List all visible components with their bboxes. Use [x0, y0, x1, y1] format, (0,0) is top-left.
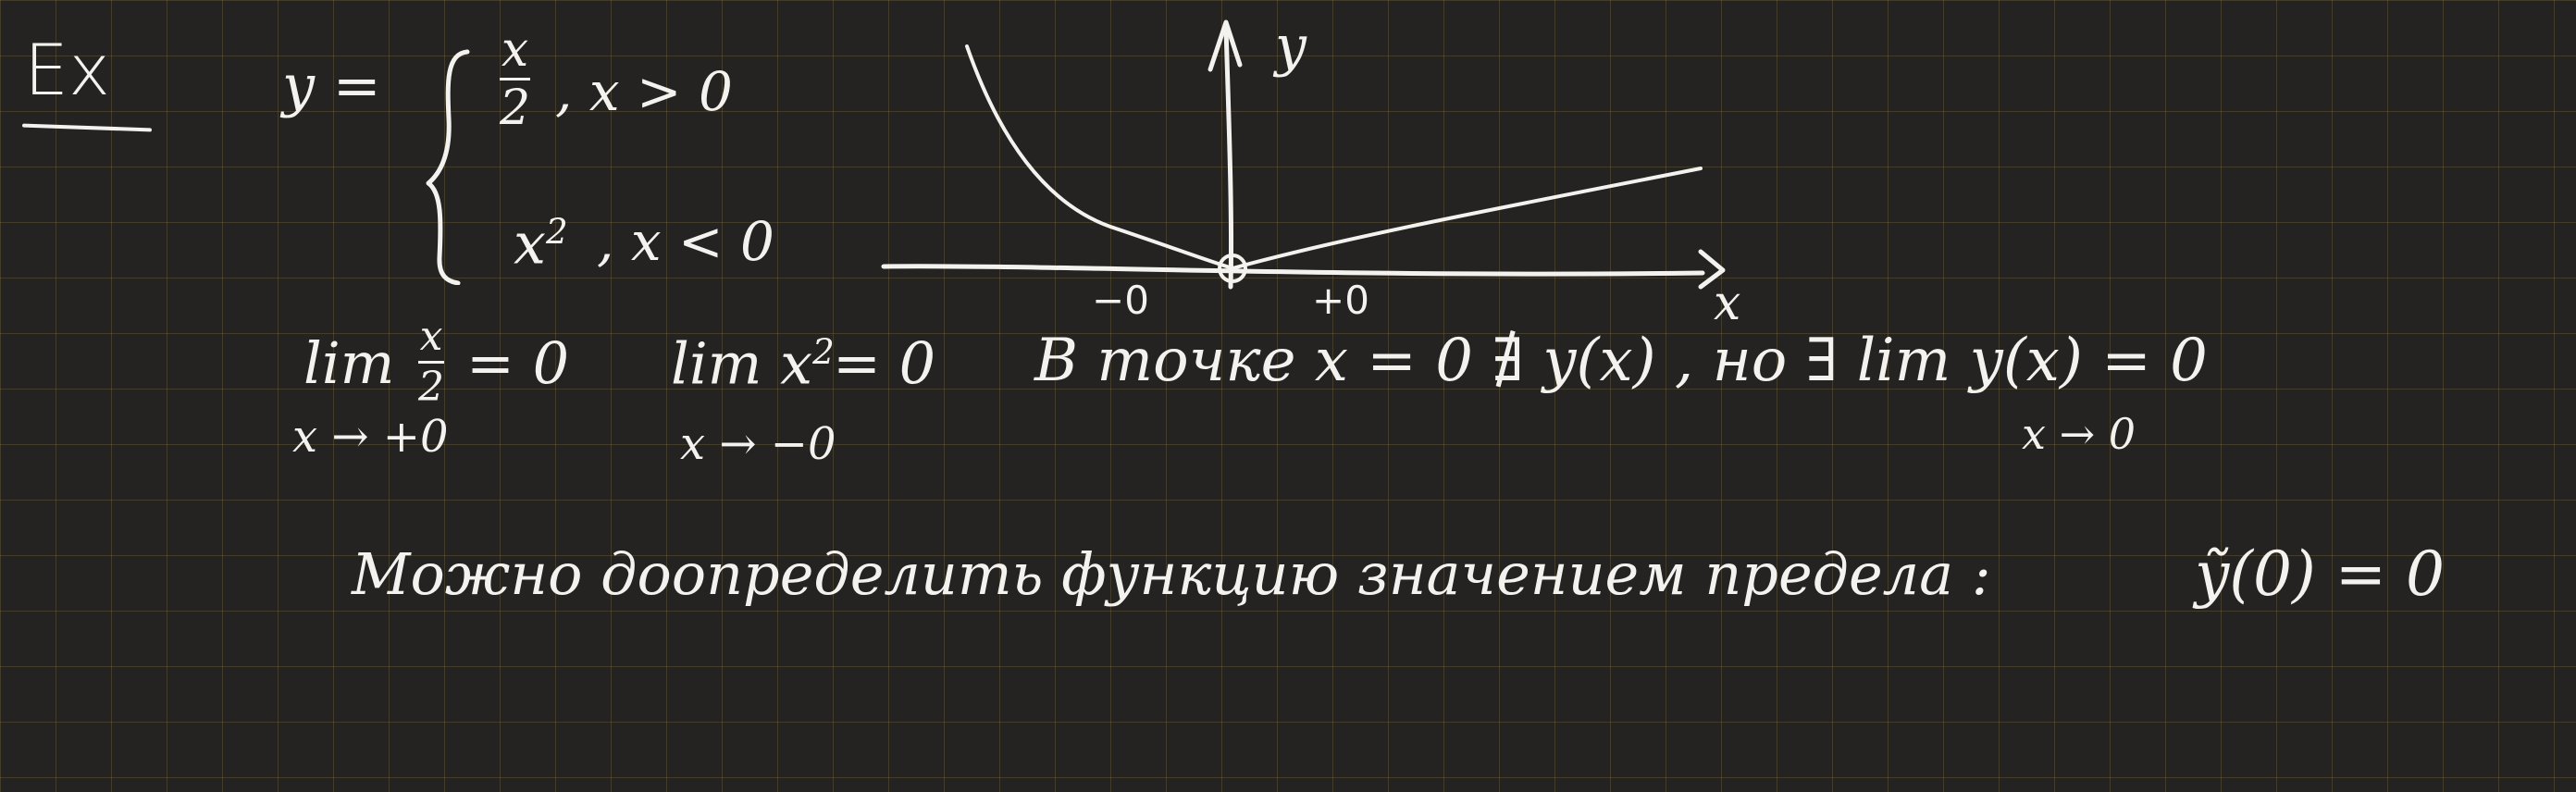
- right-limit-fraction: x 2: [418, 316, 444, 408]
- left-limit-equals: = 0: [833, 329, 936, 397]
- piece1-fraction: x 2: [500, 22, 531, 136]
- piece1-numerator: x: [501, 22, 529, 78]
- right-limit-numerator: x: [419, 313, 443, 360]
- point-statement: В точке x = 0 ∄ y(x) , но ∃ lim y(x) = 0: [1034, 327, 2208, 395]
- piece2-base: x: [514, 209, 546, 278]
- left-limit-exponent: 2: [812, 331, 835, 372]
- piece2-condition: , x < 0: [597, 210, 774, 273]
- statement-limit-subscript: x → 0: [2022, 409, 2136, 459]
- piece2-exponent: 2: [545, 211, 568, 252]
- right-limit-equals: = 0: [466, 329, 570, 397]
- piece1-condition: , x > 0: [555, 60, 733, 123]
- x-axis-label: x: [1714, 276, 1741, 331]
- piecewise-brace: [426, 49, 470, 285]
- y-axis-line: [1223, 25, 1234, 290]
- right-tick-label: +0: [1312, 278, 1369, 323]
- origin-hole: [1218, 254, 1247, 283]
- example-underline: [21, 123, 153, 132]
- piece1-denominator: 2: [500, 80, 531, 136]
- definition-lhs: y =: [282, 52, 381, 119]
- right-limit-denominator: 2: [418, 364, 444, 411]
- piece1-fraction-bar: [500, 78, 531, 80]
- y-axis-arrow-icon: [1208, 19, 1243, 72]
- right-branch-curve: [1231, 167, 1703, 270]
- conclusion-formula: ỹ(0) = 0: [2195, 538, 2446, 610]
- left-limit-subscript: x → −0: [680, 418, 836, 470]
- right-limit-lim: lim: [303, 329, 395, 397]
- right-limit-fraction-bar: [418, 361, 444, 364]
- left-tick-label: −0: [1092, 278, 1149, 323]
- x-axis-line: [881, 264, 1705, 277]
- y-axis-label: y: [1275, 14, 1307, 79]
- function-graph: [881, 19, 1726, 290]
- piece2-expression: x2: [514, 214, 568, 273]
- conclusion-text: Можно доопределить функцию значением пре…: [352, 540, 1991, 608]
- right-limit-subscript: x → +0: [292, 411, 449, 463]
- left-limit-lim: lim x: [671, 329, 813, 398]
- left-branch-curve: [965, 44, 1234, 270]
- example-label: Ex: [24, 29, 110, 111]
- x-axis-arrow-icon: [1698, 249, 1726, 290]
- left-limit-expression: lim x2: [671, 334, 835, 393]
